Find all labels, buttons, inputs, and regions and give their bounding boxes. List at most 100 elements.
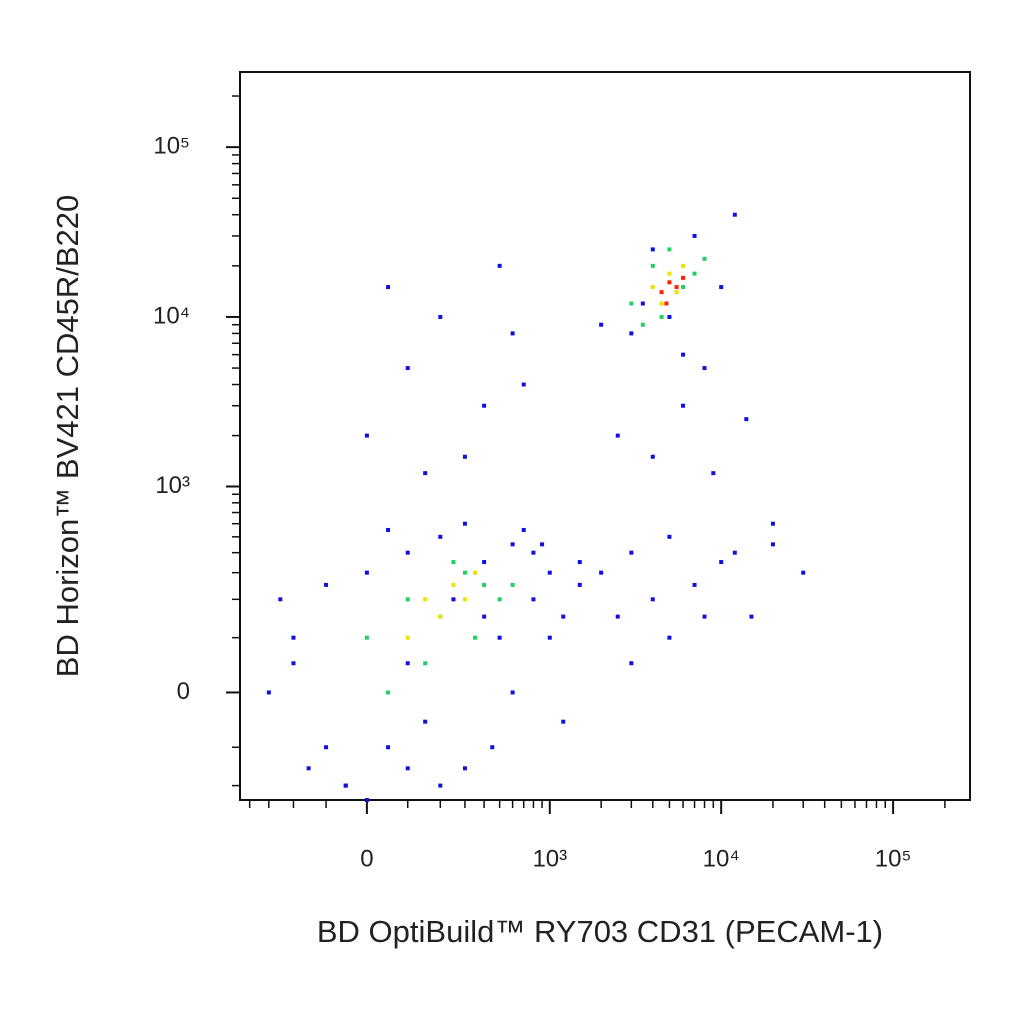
- event-dot: [510, 331, 515, 336]
- event-dot: [521, 527, 526, 532]
- event-dot: [423, 661, 428, 666]
- event-dot: [462, 521, 467, 526]
- event-dot: [278, 597, 283, 602]
- event-dot: [692, 582, 697, 587]
- event-dot: [291, 661, 296, 666]
- event-dot: [386, 745, 391, 750]
- event-dot: [711, 471, 716, 476]
- y-axis-label: BD Horizon™ BV421 CD45R/B220: [50, 195, 85, 677]
- event-dot: [681, 285, 686, 290]
- event-dot: [702, 366, 707, 371]
- event-dot: [702, 614, 707, 619]
- event-dot: [770, 542, 775, 547]
- event-dot: [547, 635, 552, 640]
- event-dot: [482, 582, 487, 587]
- event-dot: [531, 550, 536, 555]
- event-dot: [577, 582, 582, 587]
- event-dot: [510, 582, 515, 587]
- event-dot: [615, 433, 620, 438]
- event-dot: [681, 403, 686, 408]
- event-dot: [324, 582, 329, 587]
- event-dot: [405, 635, 410, 640]
- event-dot: [306, 766, 311, 771]
- event-dot: [482, 614, 487, 619]
- event-dot: [266, 690, 271, 695]
- event-dot: [438, 614, 443, 619]
- event-dot: [770, 521, 775, 526]
- event-dot: [615, 614, 620, 619]
- event-dot: [343, 783, 348, 788]
- event-dot: [473, 570, 478, 575]
- event-dot: [681, 263, 686, 268]
- event-dot: [599, 322, 604, 327]
- x-axis-label: BD OptiBuild™ RY703 CD31 (PECAM-1): [317, 914, 883, 949]
- x-tick-label: 10³: [532, 845, 567, 872]
- event-dot: [667, 635, 672, 640]
- event-dot: [438, 783, 443, 788]
- event-dot: [482, 403, 487, 408]
- event-dot: [744, 417, 749, 422]
- event-dot: [451, 582, 456, 587]
- event-dot: [659, 290, 664, 295]
- event-dot: [364, 635, 369, 640]
- event-dot: [490, 745, 495, 750]
- event-dot: [438, 534, 443, 539]
- event-dot: [364, 570, 369, 575]
- event-dot: [386, 527, 391, 532]
- event-dot: [640, 301, 645, 306]
- event-dot: [473, 635, 478, 640]
- event-dot: [561, 719, 566, 724]
- x-tick-label: 10⁴: [703, 845, 740, 872]
- event-dot: [482, 560, 487, 565]
- event-dot: [702, 256, 707, 261]
- event-dot: [462, 766, 467, 771]
- event-dot: [667, 314, 672, 319]
- event-dot: [681, 275, 686, 280]
- event-dot: [324, 745, 329, 750]
- event-dot: [719, 560, 724, 565]
- event-dot: [650, 247, 655, 252]
- event-dot: [531, 597, 536, 602]
- event-dot: [451, 597, 456, 602]
- event-dot: [692, 233, 697, 238]
- event-dot: [629, 331, 634, 336]
- event-dot: [521, 382, 526, 387]
- y-tick-label: 10⁴: [153, 302, 190, 329]
- y-tick-label: 10⁵: [153, 132, 190, 159]
- event-dot: [451, 560, 456, 565]
- event-dot: [561, 614, 566, 619]
- event-dot: [291, 635, 296, 640]
- event-dot: [462, 597, 467, 602]
- event-dot: [732, 212, 737, 217]
- event-dot: [510, 542, 515, 547]
- event-dot: [674, 285, 679, 290]
- event-dot: [462, 454, 467, 459]
- event-dot: [423, 471, 428, 476]
- event-dot: [405, 550, 410, 555]
- event-dot: [659, 314, 664, 319]
- event-dot: [386, 285, 391, 290]
- event-dot: [667, 271, 672, 276]
- event-dot: [681, 352, 686, 357]
- event-dot: [732, 550, 737, 555]
- event-dot: [599, 570, 604, 575]
- event-dot: [650, 285, 655, 290]
- event-dot: [364, 433, 369, 438]
- plot-frame: [239, 71, 971, 801]
- event-dot: [674, 290, 679, 295]
- event-dot: [629, 550, 634, 555]
- x-tick-label: 10⁵: [875, 845, 912, 872]
- event-dot: [667, 280, 672, 285]
- event-dot: [667, 534, 672, 539]
- event-dot: [692, 271, 697, 276]
- event-dot: [405, 366, 410, 371]
- event-dot: [547, 570, 552, 575]
- event-dot: [438, 314, 443, 319]
- event-dot: [540, 542, 545, 547]
- event-dot: [629, 301, 634, 306]
- event-dot: [462, 570, 467, 575]
- y-tick-label: 0: [177, 678, 190, 705]
- event-dot: [801, 570, 806, 575]
